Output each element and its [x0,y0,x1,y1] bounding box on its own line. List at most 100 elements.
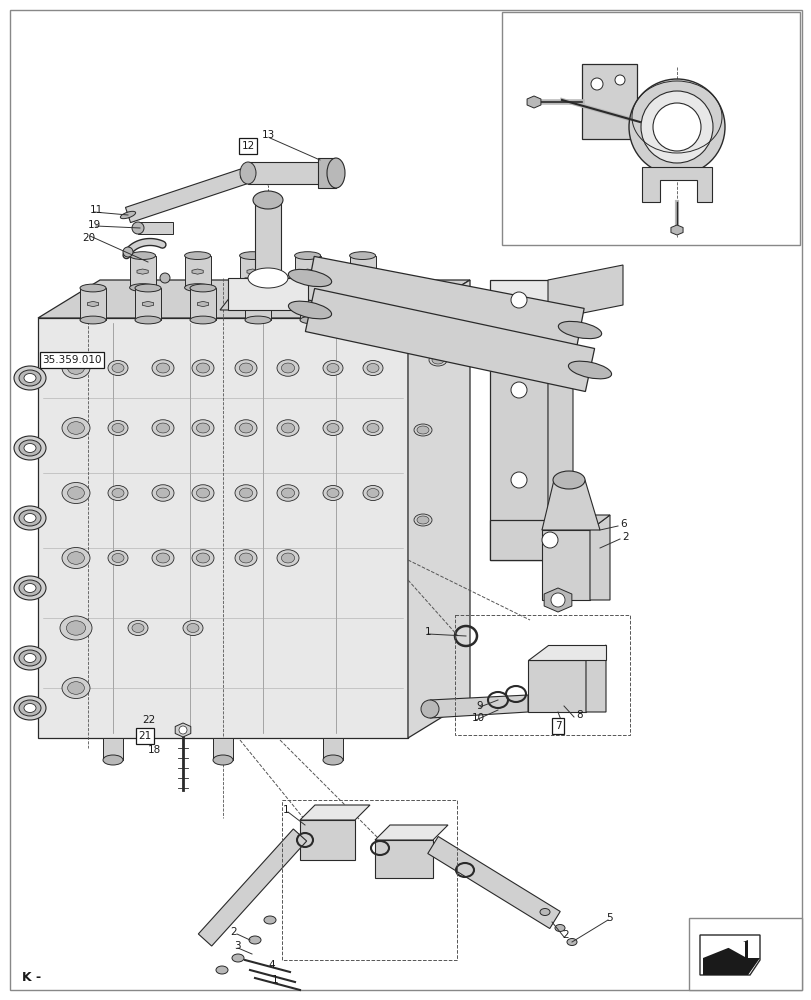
Ellipse shape [157,363,169,373]
Ellipse shape [196,363,209,373]
Ellipse shape [24,444,36,452]
Polygon shape [407,280,470,738]
Ellipse shape [67,552,84,564]
Text: 1: 1 [272,975,278,985]
Bar [130,256,156,288]
Polygon shape [427,836,560,929]
Polygon shape [88,301,98,307]
Text: 1: 1 [283,805,290,815]
Text: 6: 6 [620,519,626,529]
Text: 10: 10 [471,713,484,723]
Ellipse shape [190,284,216,292]
Ellipse shape [277,420,298,436]
Circle shape [590,78,603,90]
Polygon shape [137,269,148,274]
Bar [281,800,457,960]
Text: 16: 16 [521,83,534,93]
Ellipse shape [67,682,84,694]
Circle shape [614,75,624,85]
Ellipse shape [157,488,169,498]
Polygon shape [541,515,609,530]
Ellipse shape [187,624,199,633]
Ellipse shape [24,704,36,712]
Ellipse shape [363,486,383,500]
Ellipse shape [212,755,233,765]
Text: 2: 2 [230,927,236,937]
Text: 17: 17 [736,30,749,40]
Bar [239,256,265,288]
Circle shape [178,726,187,734]
Text: 7: 7 [554,721,560,731]
Ellipse shape [120,211,135,219]
Ellipse shape [363,360,383,375]
Circle shape [551,593,564,607]
Ellipse shape [62,358,90,378]
Polygon shape [670,225,682,235]
Bar [135,288,161,320]
Ellipse shape [327,488,338,497]
Ellipse shape [367,488,379,497]
Ellipse shape [14,436,46,460]
Bar [103,738,122,760]
Ellipse shape [14,646,46,670]
Ellipse shape [239,363,252,373]
Polygon shape [526,96,540,108]
Ellipse shape [152,485,174,501]
Ellipse shape [14,506,46,530]
Polygon shape [375,825,448,840]
Polygon shape [489,280,569,320]
Ellipse shape [24,514,36,522]
Bar [80,288,106,320]
Ellipse shape [132,624,144,633]
Ellipse shape [216,966,228,974]
Ellipse shape [428,354,446,366]
Ellipse shape [234,420,257,436]
Ellipse shape [112,554,124,562]
Ellipse shape [191,360,214,376]
Bar [294,256,320,288]
Text: 5: 5 [605,913,611,923]
Ellipse shape [196,488,209,498]
Text: 1: 1 [424,627,431,637]
Ellipse shape [323,486,342,500]
Ellipse shape [327,424,338,432]
Ellipse shape [130,252,156,260]
Ellipse shape [281,553,294,563]
Polygon shape [590,515,609,600]
Circle shape [629,79,724,175]
Ellipse shape [182,620,203,636]
Bar [138,222,173,234]
Ellipse shape [152,420,174,436]
Polygon shape [299,805,370,820]
Bar [323,738,342,760]
Circle shape [510,292,526,308]
Ellipse shape [240,171,255,179]
Ellipse shape [414,424,431,436]
Ellipse shape [239,488,252,498]
Ellipse shape [323,420,342,436]
Text: 2: 2 [621,532,628,542]
Ellipse shape [234,485,257,501]
Ellipse shape [288,301,331,319]
Ellipse shape [196,423,209,433]
Polygon shape [142,301,153,307]
Ellipse shape [323,755,342,765]
Polygon shape [717,942,744,957]
Ellipse shape [239,553,252,563]
Ellipse shape [240,162,255,184]
Polygon shape [306,256,583,352]
Ellipse shape [14,696,46,720]
Ellipse shape [327,363,338,372]
Ellipse shape [160,273,169,283]
Ellipse shape [281,488,294,498]
Polygon shape [586,645,605,712]
Ellipse shape [327,158,345,188]
Bar [454,615,629,735]
Ellipse shape [14,366,46,390]
Bar [689,918,801,990]
Polygon shape [642,167,711,202]
Ellipse shape [132,222,144,234]
Ellipse shape [122,247,133,257]
Bar [354,288,380,320]
Ellipse shape [62,548,90,568]
